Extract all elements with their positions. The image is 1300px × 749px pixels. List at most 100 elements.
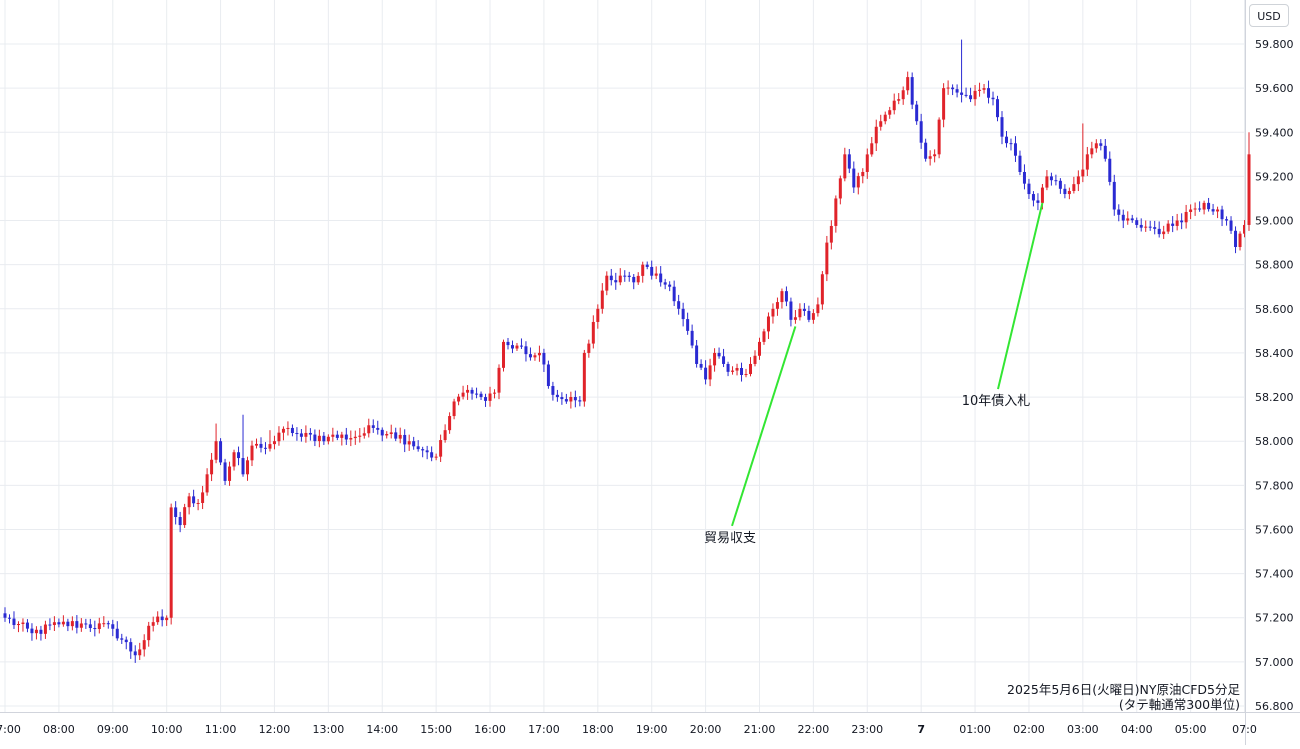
candle [223,458,227,486]
annotation-leader-line [997,202,1044,390]
candle-body [16,623,20,626]
candle [784,286,788,307]
candle-body [807,310,811,320]
candle [793,310,797,324]
candle-body [726,363,730,372]
candle [358,428,362,443]
candle-body [308,432,312,435]
candle [659,266,663,287]
candle [1202,200,1206,215]
candle [407,434,411,451]
candle-body [398,434,402,439]
candle-body [978,89,982,91]
candle [605,271,609,296]
candle-body [439,440,443,457]
candle [34,626,38,640]
candle-body [1022,171,1026,184]
candle-body [84,623,88,625]
candle-body [344,434,348,440]
candle-body [335,434,339,438]
candle-body [614,280,618,283]
candle-body [1162,231,1166,235]
candle-body [102,623,106,625]
candle [861,168,865,184]
candle [102,616,106,628]
candle [1166,220,1170,234]
candle [286,421,290,436]
candle [457,393,461,406]
x-tick-label: 13:00 [313,723,345,736]
x-tick-label: 04:00 [1121,723,1153,736]
candle [973,85,977,106]
candle-body [695,345,699,364]
candle-body [358,435,362,437]
candle-body [129,642,133,652]
candle [448,412,452,434]
candle-body [775,302,779,309]
candle-body [731,370,735,372]
candle-body [1238,233,1242,248]
candle [924,138,928,162]
candle [1220,205,1224,227]
candle-body [479,393,483,398]
candle-body [268,444,272,449]
candle-body [497,367,501,393]
candle-body [353,436,357,439]
currency-button[interactable]: USD [1249,4,1289,27]
candle-body [1207,202,1211,210]
candle [789,297,793,327]
candle [686,312,690,335]
candle-body [1144,226,1148,228]
candle [183,503,187,528]
y-tick-label: 59.600 [1255,82,1294,95]
candle [919,113,923,149]
candle [259,437,263,453]
y-tick-label: 58.200 [1255,391,1294,404]
candle [847,148,851,174]
candle-body [299,433,303,437]
candle-body [412,441,416,447]
candle [281,426,285,441]
candle-body [214,441,218,460]
candle-body [704,367,708,380]
candle [79,618,83,632]
candle [196,498,200,511]
candle [1076,170,1080,192]
candle-body [802,308,806,311]
candle-body [376,427,380,430]
candle [416,440,420,452]
candle [578,396,582,407]
candle [829,220,833,250]
candle [331,427,335,442]
candle-body [596,308,600,322]
candle [376,420,380,435]
candle [528,347,532,361]
candle [452,398,456,420]
candle-body [1058,180,1062,189]
candle [753,350,757,367]
candle-body [969,95,973,100]
candle [151,616,155,632]
candle [1144,220,1148,232]
candle-body [25,622,29,629]
candle-body [124,639,128,643]
candle-body [874,126,878,144]
candle-body [820,274,824,305]
candle-body [304,432,308,437]
candle [174,501,178,525]
candle-body [551,386,555,395]
candle [542,348,546,372]
candle [1054,174,1058,186]
candle-body [1112,181,1116,210]
candle [717,347,721,359]
candle-body [1229,220,1233,231]
candle [434,453,438,461]
candle [537,345,541,362]
candle [403,429,407,453]
candle [156,611,160,625]
candle [412,436,416,450]
candle [645,261,649,270]
candle-body [196,502,200,504]
candle-body [910,77,914,105]
candle-body [964,94,968,96]
